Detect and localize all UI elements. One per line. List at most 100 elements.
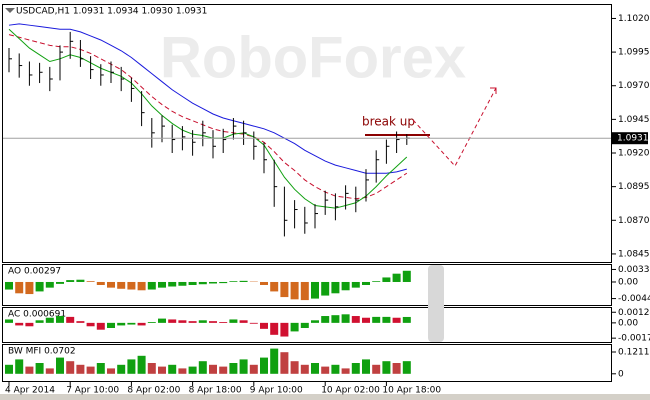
y-tick-label: 0.00	[618, 277, 638, 287]
indicator-bar	[402, 361, 411, 374]
y-tick-label: -0.00179	[618, 334, 650, 344]
indicator-bar	[198, 281, 207, 285]
ac-pane	[2, 307, 612, 343]
y-tick-label: 0.00332	[618, 265, 650, 275]
indicator-bar	[137, 322, 146, 326]
indicator-bar	[290, 322, 299, 332]
indicator-bar	[341, 281, 350, 291]
y-tick-label: 1.0945	[618, 115, 650, 125]
indicator-bar	[382, 361, 391, 374]
indicator-bar	[86, 366, 95, 374]
indicator-bar	[270, 281, 279, 292]
y-tick-label: 1.1020	[618, 14, 650, 24]
indicator-bar	[331, 281, 340, 294]
indicator-bar	[178, 368, 187, 374]
y-tick-label: -0.0044	[618, 294, 650, 304]
indicator-bar	[249, 322, 258, 324]
indicator-bar	[35, 281, 44, 292]
indicator-bar	[35, 320, 44, 323]
indicator-bar	[372, 316, 381, 323]
indicator-bar	[107, 281, 115, 288]
ao-pane	[2, 264, 612, 306]
indicator-bar	[107, 322, 115, 328]
scroll-marker	[428, 265, 444, 342]
chart-title: USDCAD,H1 1.0931 1.0934 1.0930 1.0931	[16, 7, 207, 17]
indicator-bar	[117, 364, 126, 374]
indicator-bar	[66, 280, 75, 282]
indicator-bar	[127, 281, 136, 290]
indicator-bar	[351, 363, 360, 374]
indicator-bar	[127, 359, 136, 374]
indicator-bar	[392, 363, 401, 374]
indicator-bar	[351, 316, 360, 323]
indicator-bar	[117, 281, 126, 289]
indicator-bar	[239, 320, 248, 323]
indicator-bar	[147, 281, 156, 290]
panel-title: AO 0.00297	[8, 267, 61, 277]
last-price-label: 1.0931	[617, 134, 649, 144]
indicator-bar	[15, 359, 24, 374]
indicator-bar	[229, 281, 238, 282]
last-price-box	[612, 132, 648, 145]
indicator-bar	[392, 273, 401, 282]
indicator-bar	[45, 317, 54, 323]
indicator-bar	[188, 281, 197, 285]
indicator-bar	[188, 321, 197, 323]
indicator-bar	[86, 322, 95, 327]
indicator-bar	[270, 348, 279, 374]
forecast-path	[412, 87, 497, 167]
indicator-bar	[209, 364, 217, 374]
indicator-bar	[178, 281, 187, 286]
indicator-bar	[168, 319, 177, 323]
x-tick-label: 10 Apr 02:00	[321, 386, 380, 396]
indicator-bar	[331, 364, 340, 374]
y-tick-label: 1.0870	[618, 216, 650, 226]
indicator-bar	[219, 366, 228, 374]
indicator-bar	[300, 322, 309, 328]
indicator-bar	[45, 368, 54, 374]
indicator-bar	[66, 316, 75, 323]
indicator-bar	[168, 364, 177, 374]
indicator-bar	[5, 364, 13, 374]
x-tick-label: 10 Apr 18:00	[382, 386, 441, 396]
indicator-bar	[96, 322, 105, 330]
indicator-bar	[178, 320, 187, 323]
indicator-bar	[311, 281, 319, 299]
indicator-bar	[321, 316, 330, 323]
indicator-bar	[158, 366, 166, 374]
indicator-bar	[35, 363, 44, 374]
y-tick-label: 0	[618, 369, 624, 379]
indicator-bar	[25, 366, 34, 374]
y-tick-label: 1.0895	[618, 182, 650, 192]
x-tick-label: 8 Apr 18:00	[189, 386, 242, 396]
indicator-bar	[331, 315, 340, 323]
y-tick-label: 0.1211	[618, 348, 650, 358]
y-tick-label: 0.001242	[618, 308, 650, 318]
indicator-bar	[249, 364, 258, 374]
indicator-bar	[198, 361, 207, 374]
indicator-bar	[137, 355, 146, 374]
indicator-bar	[351, 281, 360, 288]
indicator-bar	[15, 281, 24, 294]
indicator-bar	[25, 322, 34, 327]
y-tick-label: 1.0845	[618, 249, 650, 259]
indicator-bar	[56, 357, 64, 374]
indicator-bar	[86, 281, 95, 282]
indicator-bar	[219, 281, 228, 284]
moving-average	[8, 34, 408, 200]
indicator-bar	[239, 280, 248, 282]
mfi-pane	[2, 344, 612, 382]
panel-title: BW MFI 0.0702	[8, 347, 76, 357]
indicator-bar	[158, 281, 166, 288]
indicator-bar	[188, 366, 197, 374]
indicator-bar	[5, 319, 13, 323]
indicator-bar	[117, 322, 126, 326]
panel-title: AC 0.000691	[8, 310, 66, 320]
indicator-bar	[382, 277, 391, 282]
indicator-bar	[56, 316, 64, 323]
indicator-bar	[137, 281, 146, 291]
indicator-bar	[362, 317, 370, 323]
forecast-arrow	[490, 87, 497, 94]
indicator-bar	[229, 319, 238, 323]
indicator-bar	[300, 281, 309, 301]
